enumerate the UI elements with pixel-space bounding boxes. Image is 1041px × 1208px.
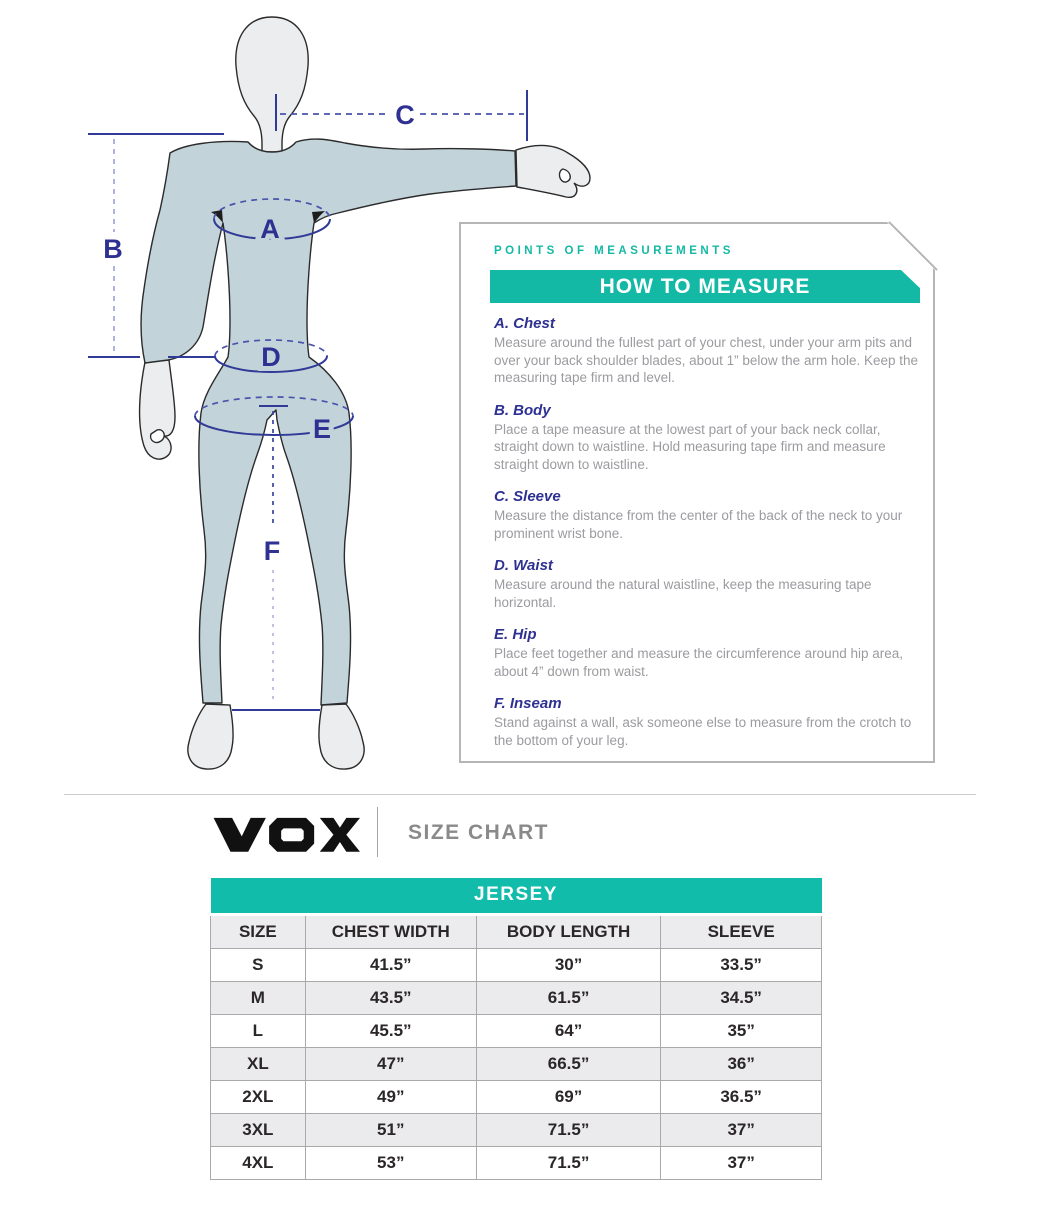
- instruction-body: Stand against a wall, ask someone else t…: [494, 715, 912, 748]
- instruction-waist: D. Waist Measure around the natural wais…: [494, 557, 922, 611]
- size-cell: S: [210, 947, 306, 982]
- size-row-3xl: 3XL 51” 71.5” 37”: [210, 1112, 822, 1147]
- body-length-cell: 71.5”: [475, 1112, 662, 1147]
- body-length-cell: 30”: [475, 947, 662, 982]
- instruction-title: E. Hip: [494, 626, 537, 643]
- how-to-measure-banner: HOW TO MEASURE: [490, 270, 920, 303]
- chest-cell: 53”: [304, 1145, 477, 1180]
- figure-right-armpit-shadow: [312, 211, 325, 223]
- body-length-cell: 61.5”: [475, 980, 662, 1015]
- sleeve-cell: 35”: [660, 1013, 822, 1048]
- size-cell: M: [210, 980, 306, 1015]
- chest-cell: 41.5”: [304, 947, 477, 982]
- instruction-sleeve: C. Sleeve Measure the distance from the …: [494, 488, 922, 542]
- label-hip: E: [313, 414, 331, 444]
- column-header-chest-width: CHEST WIDTH: [304, 914, 477, 949]
- size-row-xl: XL 47” 66.5” 36”: [210, 1046, 822, 1081]
- measure-d-ellipse-solid: [214, 355, 328, 373]
- figure-left-hand: [138, 359, 176, 460]
- chest-cell: 45.5”: [304, 1013, 477, 1048]
- body-length-cell: 64”: [475, 1013, 662, 1048]
- body-length-cell: 71.5”: [475, 1145, 662, 1180]
- label-chest: A: [260, 214, 280, 244]
- label-body: B: [103, 234, 123, 264]
- figure-head: [235, 16, 309, 153]
- size-row-4xl: 4XL 53” 71.5” 37”: [210, 1145, 822, 1180]
- size-row-l: L 45.5” 64” 35”: [210, 1013, 822, 1048]
- size-row-s: S 41.5” 30” 33.5”: [210, 947, 822, 982]
- size-cell: 4XL: [210, 1145, 306, 1180]
- instruction-body: Measure the distance from the center of …: [494, 508, 903, 541]
- size-cell: XL: [210, 1046, 306, 1081]
- instruction-title: B. Body: [494, 401, 551, 419]
- instruction-body: Place feet together and measure the circ…: [494, 646, 903, 679]
- label-sleeve: C: [395, 100, 415, 130]
- size-cell: 2XL: [210, 1079, 306, 1114]
- vox-logo-x: [319, 817, 360, 852]
- figure-left-armpit-shadow: [211, 210, 223, 223]
- instruction-title: F. Inseam: [494, 695, 562, 712]
- body-length-cell: 66.5”: [475, 1046, 662, 1081]
- figure-right-hand: [515, 144, 591, 198]
- column-header-row: SIZE CHEST WIDTH BODY LENGTH SLEEVE: [210, 914, 822, 949]
- measurement-instructions: A. Chest Measure around the fullest part…: [494, 315, 922, 764]
- size-row-m: M 43.5” 61.5” 34.5”: [210, 980, 822, 1015]
- instruction-chest: A. Chest Measure around the fullest part…: [494, 315, 922, 387]
- sleeve-cell: 37”: [660, 1112, 822, 1147]
- instruction-body: Measure around the fullest part of your …: [494, 335, 919, 385]
- measure-a-ellipse-dashed: [213, 198, 331, 220]
- instruction-body: Place a tape measure at the lowest part …: [494, 421, 886, 472]
- label-inseam: F: [264, 536, 281, 566]
- column-header-size: SIZE: [210, 914, 306, 949]
- figure-body-silhouette: [140, 138, 517, 706]
- figure-right-foot: [318, 703, 365, 770]
- figure-left-foot: [187, 703, 234, 770]
- chest-cell: 43.5”: [304, 980, 477, 1015]
- size-cell: 3XL: [210, 1112, 306, 1147]
- measure-e-ellipse-solid: [194, 415, 354, 436]
- measure-e-ellipse-dashed: [194, 396, 354, 417]
- label-waist: D: [261, 342, 281, 372]
- brand-divider: [377, 807, 378, 857]
- panel-eyebrow: POINTS OF MEASUREMENTS: [494, 245, 734, 257]
- product-header-row: JERSEY: [210, 878, 822, 916]
- body-length-cell: 69”: [475, 1079, 662, 1114]
- size-row-2xl: 2XL 49” 69” 36.5”: [210, 1079, 822, 1114]
- size-cell: L: [210, 1013, 306, 1048]
- sleeve-cell: 33.5”: [660, 947, 822, 982]
- sleeve-cell: 34.5”: [660, 980, 822, 1015]
- column-header-body-length: BODY LENGTH: [475, 914, 662, 949]
- body-measurement-diagram: A B C D E F: [88, 16, 591, 770]
- product-name: JERSEY: [210, 878, 822, 916]
- instruction-inseam: F. Inseam Stand against a wall, ask some…: [494, 695, 922, 749]
- jersey-size-table: JERSEY SIZE CHEST WIDTH BODY LENGTH SLEE…: [210, 878, 822, 1180]
- instruction-body: Measure around the natural waistline, ke…: [494, 577, 872, 610]
- instruction-hip: E. Hip Place feet together and measure t…: [494, 626, 922, 680]
- measure-d-ellipse-dashed: [214, 339, 328, 357]
- sleeve-cell: 36.5”: [660, 1079, 822, 1114]
- instruction-body-length: B. Body Place a tape measure at the lowe…: [494, 402, 922, 474]
- column-header-sleeve: SLEEVE: [660, 914, 822, 949]
- section-divider-line: [64, 794, 976, 795]
- instruction-title: A. Chest: [494, 315, 555, 332]
- page-title: SIZE CHART: [408, 821, 549, 844]
- vox-logo-v: [213, 817, 266, 852]
- how-to-measure-panel: [459, 222, 935, 763]
- chest-cell: 51”: [304, 1112, 477, 1147]
- sleeve-cell: 36”: [660, 1046, 822, 1081]
- vox-logo-o: [269, 817, 315, 852]
- chest-cell: 49”: [304, 1079, 477, 1114]
- vox-logo: [213, 817, 360, 852]
- sleeve-cell: 37”: [660, 1145, 822, 1180]
- measure-a-ellipse-solid: [213, 218, 331, 240]
- instruction-title: C. Sleeve: [494, 488, 561, 505]
- instruction-title: D. Waist: [494, 557, 553, 574]
- chest-cell: 47”: [304, 1046, 477, 1081]
